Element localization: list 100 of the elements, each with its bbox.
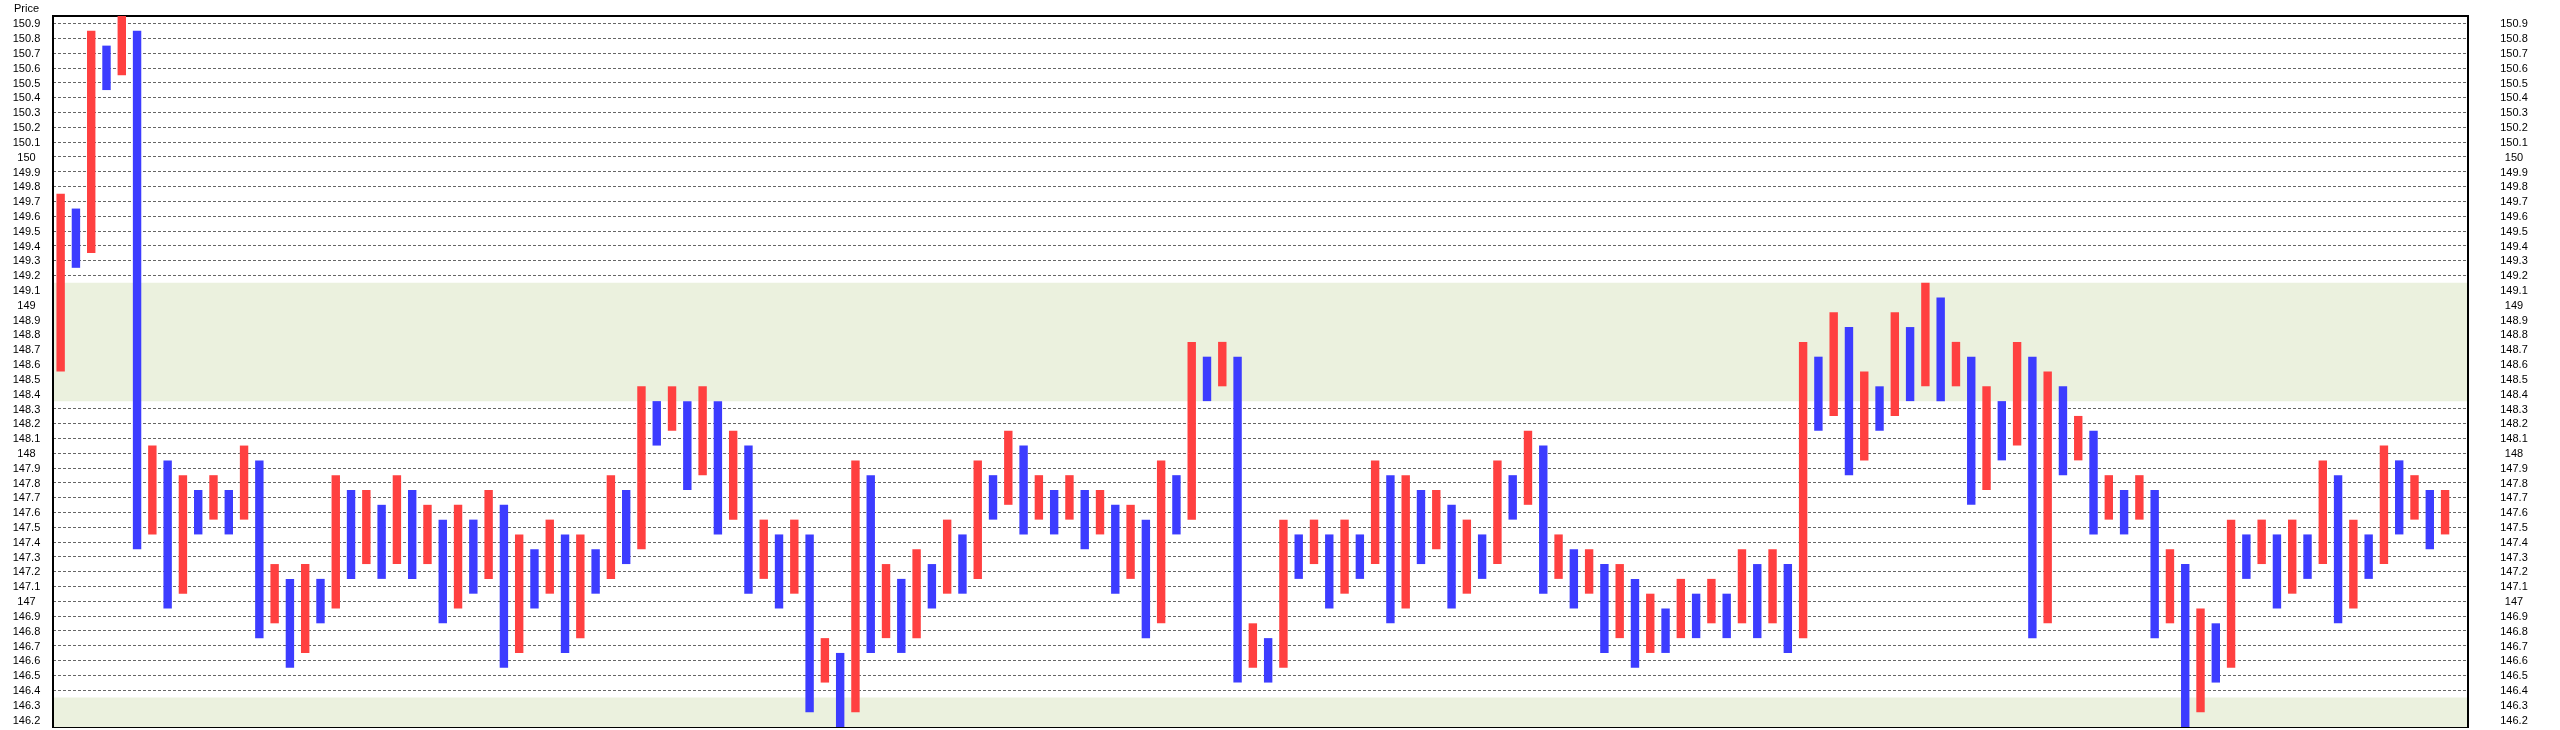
bar xyxy=(1798,341,1808,639)
bar xyxy=(790,519,799,594)
y-tick-label: 149.9 xyxy=(12,165,41,178)
y-tick-label: 150.9 xyxy=(12,17,41,30)
y2-tick-label: 147.4 xyxy=(2500,535,2528,548)
y2-tick-label: 147.8 xyxy=(2500,476,2528,489)
y-tick-label: 147.8 xyxy=(12,476,41,489)
y2-tick-label: 147.3 xyxy=(2500,550,2528,563)
y2-tick-label: 148.1 xyxy=(2500,432,2528,445)
y2-tick-label: 146.5 xyxy=(2500,669,2528,682)
bar xyxy=(1967,356,1976,505)
bar xyxy=(194,490,203,535)
y2-tick-label: 149.6 xyxy=(2500,209,2528,222)
y2-tick-label: 148.4 xyxy=(2500,387,2528,400)
bar xyxy=(1477,534,1487,579)
bar xyxy=(2074,415,2083,461)
bar xyxy=(163,460,172,609)
bar xyxy=(1279,519,1288,668)
bar xyxy=(438,519,447,624)
bar xyxy=(1768,549,1777,624)
y2-tick-label: 148.6 xyxy=(2500,358,2528,371)
bar xyxy=(744,445,753,594)
y2-tick-label: 150.9 xyxy=(2500,17,2528,30)
y2-tick-label: 150.8 xyxy=(2500,32,2528,45)
y-tick-label: 150.5 xyxy=(12,76,41,89)
y2-tick-label: 147.1 xyxy=(2500,580,2528,593)
bar xyxy=(2196,608,2205,713)
bar xyxy=(1921,282,1930,387)
bar xyxy=(178,475,188,594)
bar xyxy=(1951,341,1961,387)
bar xyxy=(1248,623,1258,668)
bar xyxy=(2043,371,2052,624)
bar xyxy=(1416,490,1426,565)
y2-tick-label: 148.3 xyxy=(2500,402,2528,415)
y2-tick-label: 148.5 xyxy=(2500,372,2528,385)
bar xyxy=(499,504,509,668)
bar xyxy=(514,534,524,653)
bar xyxy=(1676,578,1686,639)
y2-tick-label: 150.7 xyxy=(2500,47,2528,60)
bar xyxy=(87,30,96,253)
y2-tick-label: 149.8 xyxy=(2500,180,2528,193)
bar xyxy=(453,504,463,609)
y2-tick-label: 148.2 xyxy=(2500,417,2528,430)
bar xyxy=(132,30,142,550)
y-tick-label: 147.2 xyxy=(12,565,41,578)
bar xyxy=(469,519,478,594)
bar xyxy=(942,519,952,594)
y-tick-label: 147.4 xyxy=(12,535,41,548)
bar xyxy=(1019,445,1028,535)
y2-tick-label: 150.1 xyxy=(2500,135,2528,148)
bar xyxy=(1997,401,2007,461)
y-tick-label: 146.9 xyxy=(12,609,41,622)
bar xyxy=(1554,534,1563,579)
bar xyxy=(1401,475,1410,609)
bar xyxy=(331,475,340,609)
bar xyxy=(362,490,371,565)
bar xyxy=(1172,475,1181,535)
y-tick-label: 149.2 xyxy=(12,269,41,282)
bar xyxy=(2089,430,2098,535)
bar xyxy=(1890,312,1900,416)
y2-tick-label: 148 xyxy=(2504,446,2524,459)
y2-tick-label: 150.2 xyxy=(2500,121,2528,134)
bar xyxy=(560,534,570,653)
y2-tick-label: 149.3 xyxy=(2500,254,2528,267)
y-tick-label: 147 xyxy=(17,595,36,608)
bar xyxy=(1508,475,1517,520)
bar xyxy=(591,549,600,594)
bar xyxy=(1875,386,1884,431)
y-tick-label: 146.7 xyxy=(12,639,41,652)
bar xyxy=(1386,475,1395,624)
bar xyxy=(713,401,723,535)
bar xyxy=(2395,460,2404,535)
bar xyxy=(2150,490,2159,639)
y-tick-label: 150.7 xyxy=(12,47,41,60)
bar xyxy=(1982,386,1991,490)
y2-tick-label: 146.3 xyxy=(2500,698,2528,711)
y2-tick-label: 148.8 xyxy=(2500,328,2528,341)
y2-tick-label: 147 xyxy=(2504,595,2524,608)
bar xyxy=(1004,430,1013,505)
bar xyxy=(224,490,233,535)
bar xyxy=(377,504,386,579)
bar xyxy=(2364,534,2373,579)
bar xyxy=(1860,371,1869,461)
y-tick-label: 150.3 xyxy=(12,106,41,119)
y-axis-title: Price xyxy=(13,1,40,14)
y2-tick-label: 149.9 xyxy=(2500,165,2528,178)
bar xyxy=(683,401,692,490)
bar xyxy=(255,460,264,639)
y2-tick-label: 146.2 xyxy=(2500,713,2528,726)
bar xyxy=(2211,623,2220,683)
bar xyxy=(866,475,875,653)
y-tick-label: 150.2 xyxy=(12,121,41,134)
bar xyxy=(1080,490,1089,550)
bar xyxy=(1539,445,1548,594)
y2-tick-label: 149 xyxy=(2504,298,2524,311)
bar xyxy=(1065,475,1074,520)
y-tick-label: 149.7 xyxy=(12,195,41,208)
bar xyxy=(2165,549,2175,624)
y2-tick-label: 149.4 xyxy=(2500,239,2528,252)
bar xyxy=(392,475,402,565)
